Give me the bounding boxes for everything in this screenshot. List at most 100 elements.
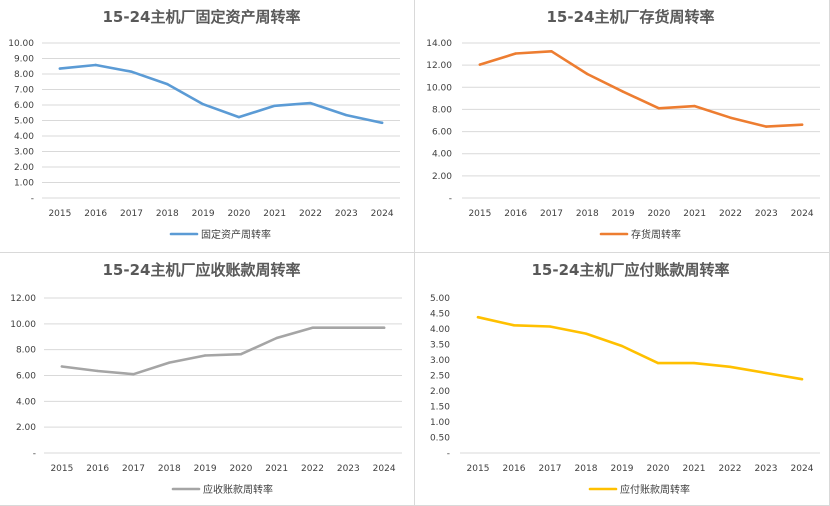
y-tick-label: 6.00 (16, 372, 36, 382)
x-tick-label: 2016 (86, 464, 109, 474)
data-point (166, 82, 169, 86)
x-tick-label: 2015 (468, 209, 491, 219)
data-point (273, 104, 276, 107)
y-tick-label: 6.00 (432, 128, 452, 138)
data-point (203, 354, 207, 357)
x-tick-label: 2019 (192, 209, 215, 219)
data-point (800, 378, 804, 381)
x-tick-label: 2024 (791, 209, 814, 219)
x-tick-label: 2021 (263, 209, 286, 219)
x-tick-label: 2022 (719, 209, 742, 219)
data-point (239, 352, 243, 356)
x-tick-label: 2020 (647, 464, 670, 474)
x-tick-label: 2017 (539, 464, 562, 474)
data-point (96, 369, 99, 373)
data-point (132, 373, 135, 376)
x-tick-label: 2016 (504, 209, 527, 219)
data-point (382, 326, 386, 329)
chart-panel-receivables-turnover: 15-24主机厂应收账款周转率 - 2.00 4.00 6.00 8.00 10.00 12.… (0, 253, 415, 506)
x-tick-label: 2018 (158, 464, 181, 474)
chart-panel-inventory-turnover: 15-24主机厂存货周转率 - 2.00 4.00 6.00 8.00 10.00 12.00… (415, 0, 830, 253)
x-tick-label: 2017 (122, 464, 145, 474)
fixed-asset-turnover-chart: 15-24主机厂固定资产周转率 - 1.00 2.00 3.00 4.00 5.00 6.00… (8, 8, 400, 241)
x-tick-label: 2017 (540, 209, 563, 219)
data-point (584, 332, 588, 335)
x-tick-label: 2020 (229, 464, 252, 474)
data-point (380, 121, 384, 125)
x-tick-label: 2023 (755, 464, 778, 474)
y-tick-label: 8.00 (14, 70, 34, 80)
payables-turnover-chart: 15-24主机厂应付账款周转率 - 0.50 1.00 1.50 2.00 2.50 3.00… (430, 261, 820, 496)
chart-title: 15-24主机厂存货周转率 (547, 8, 715, 26)
y-tick-label: 8.00 (16, 346, 36, 356)
y-tick-label: 2.00 (16, 423, 36, 433)
y-tick-label: 4.00 (16, 397, 36, 407)
x-tick-label: 2023 (335, 209, 358, 219)
y-tick-label: 4.00 (430, 325, 450, 335)
x-tick-label: 2016 (503, 464, 526, 474)
y-tick-label: 1.00 (430, 418, 450, 428)
chart-panel-payables-turnover: 15-24主机厂应付账款周转率 - 0.50 1.00 1.50 2.00 2.50 3.00… (415, 253, 830, 506)
x-tick-label: 2022 (719, 464, 742, 474)
x-tick-label: 2021 (265, 464, 288, 474)
data-point (656, 361, 660, 365)
y-tick-label: - (449, 194, 452, 204)
series-line (478, 49, 804, 128)
y-tick-label: 2.00 (430, 387, 450, 397)
x-tick-label: 2020 (227, 209, 250, 219)
y-tick-label: 4.00 (14, 132, 34, 142)
data-point (130, 70, 133, 73)
x-tick-label: 2021 (683, 209, 706, 219)
data-point (764, 371, 768, 375)
chart-title: 15-24主机厂应收账款周转率 (103, 261, 301, 279)
y-tick-label: 0.50 (430, 434, 450, 444)
y-tick-label: 4.50 (430, 310, 450, 320)
data-point (309, 101, 312, 105)
y-tick-label: - (31, 194, 34, 204)
x-tick-label: 2020 (647, 209, 670, 219)
data-point (550, 50, 553, 53)
legend-label: 应付账款周转率 (620, 483, 690, 496)
x-tick-label: 2016 (84, 209, 107, 219)
data-point (657, 107, 661, 110)
y-tick-label: 6.00 (14, 101, 34, 111)
x-tick-label: 2018 (575, 464, 598, 474)
series-line (60, 326, 386, 376)
y-tick-label: 10.00 (426, 83, 452, 93)
data-point (512, 324, 516, 327)
x-tick-label: 2017 (120, 209, 143, 219)
x-tick-label: 2022 (301, 464, 324, 474)
chart-title: 15-24主机厂固定资产周转率 (103, 8, 301, 26)
data-point (620, 344, 624, 348)
x-tick-label: 2024 (791, 464, 814, 474)
x-tick-label: 2024 (371, 209, 394, 219)
y-tick-label: 14.00 (426, 39, 452, 49)
legend-label: 应收账款周转率 (203, 483, 273, 496)
y-tick-label: 3.50 (430, 341, 450, 351)
x-tick-label: 2015 (50, 464, 73, 474)
y-tick-label: 4.00 (432, 150, 452, 160)
data-point (692, 361, 696, 365)
y-tick-label: 5.00 (14, 117, 34, 127)
series-line (476, 315, 804, 381)
y-tick-label: 3.00 (430, 356, 450, 366)
y-tick-label: 3.00 (14, 148, 34, 158)
data-point (347, 326, 350, 329)
x-tick-label: 2019 (194, 464, 217, 474)
data-point (275, 336, 278, 340)
y-tick-label: 8.00 (432, 105, 452, 115)
y-tick-label: 10.00 (10, 320, 36, 330)
data-point (60, 365, 64, 368)
data-point (621, 90, 625, 93)
y-tick-label: 2.00 (14, 163, 34, 173)
y-tick-label: 12.00 (10, 294, 36, 304)
chart-title: 15-24主机厂应付账款周转率 (532, 261, 730, 279)
y-tick-label: 9.00 (14, 55, 34, 65)
data-point (478, 63, 482, 66)
y-tick-label: 2.50 (430, 372, 450, 382)
data-point (728, 365, 732, 369)
data-point (765, 125, 768, 128)
data-point (729, 116, 732, 119)
data-point (168, 361, 171, 364)
